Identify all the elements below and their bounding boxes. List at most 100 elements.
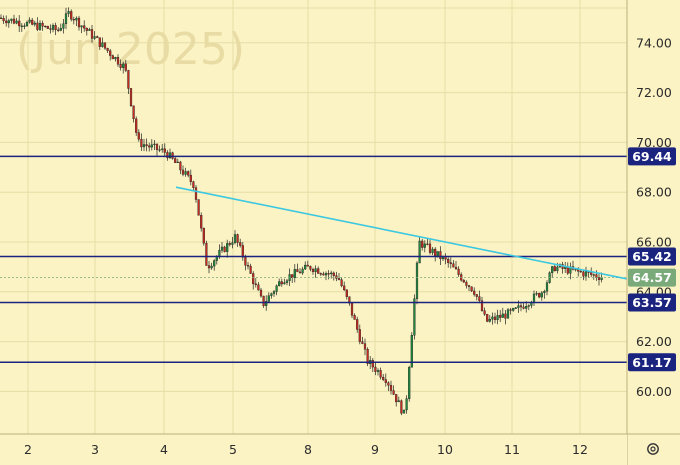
candle-body xyxy=(140,138,143,148)
candle-body xyxy=(475,294,478,297)
candle-body xyxy=(15,20,18,24)
current-price-label: 64.57 xyxy=(632,270,672,285)
candle-body xyxy=(410,334,413,368)
candle-body xyxy=(10,18,13,21)
candle-body xyxy=(75,17,78,21)
candle-body xyxy=(506,309,510,319)
time-axis[interactable] xyxy=(0,433,680,465)
candle-body xyxy=(163,148,166,153)
candlestick-series xyxy=(0,7,603,416)
gear-icon[interactable] xyxy=(647,443,659,455)
candle-body xyxy=(202,227,205,244)
candle-body xyxy=(350,303,354,316)
candle-body xyxy=(553,266,556,272)
level-label: 65.42 xyxy=(632,249,672,264)
price-tick-label: 62.00 xyxy=(636,334,672,349)
candle-body xyxy=(96,36,99,38)
candle-body xyxy=(358,329,361,342)
candle-body xyxy=(41,22,44,27)
price-tick-label: 66.00 xyxy=(636,235,672,250)
candle-body xyxy=(77,17,81,28)
candle-body xyxy=(158,149,161,151)
candle-body xyxy=(519,305,523,308)
candle-body xyxy=(322,273,325,276)
candle-body xyxy=(462,279,465,283)
candle-body xyxy=(514,307,517,309)
candle-body xyxy=(527,305,530,307)
candle-body xyxy=(301,268,304,274)
price-tick-label: 74.00 xyxy=(636,35,672,50)
candle-body xyxy=(415,262,419,299)
candle-body xyxy=(80,25,83,28)
candle-body xyxy=(525,306,528,309)
candle-body xyxy=(88,29,91,31)
candle-body xyxy=(480,300,484,312)
candle-body xyxy=(379,370,382,378)
candle-body xyxy=(236,234,239,243)
candle-body xyxy=(501,313,504,318)
price-tick-label: 68.00 xyxy=(636,185,672,200)
candle-body xyxy=(488,318,491,322)
candle-body xyxy=(491,316,494,320)
candle-body xyxy=(62,23,65,29)
candle-body xyxy=(436,251,439,256)
candle-body xyxy=(324,273,328,276)
candle-body xyxy=(538,293,541,298)
candle-body xyxy=(254,283,257,285)
candle-body xyxy=(85,27,88,31)
candle-body xyxy=(83,25,86,29)
candle-body xyxy=(413,298,416,336)
candle-body xyxy=(220,246,224,251)
candle-body xyxy=(150,144,153,148)
horizontal-levels[interactable] xyxy=(0,155,627,364)
candle-body xyxy=(231,242,234,245)
candle-body xyxy=(111,55,114,60)
candle-body xyxy=(387,382,390,386)
candle-body xyxy=(252,273,255,285)
candle-body xyxy=(327,273,330,275)
candle-body xyxy=(382,376,385,380)
candle-body xyxy=(122,63,125,68)
candle-body xyxy=(0,17,3,19)
trendline[interactable] xyxy=(175,186,628,280)
candle-body xyxy=(280,281,283,285)
time-tick-label: 3 xyxy=(91,442,99,457)
candle-body xyxy=(174,158,177,163)
candle-body xyxy=(116,57,120,65)
candle-body xyxy=(337,278,341,280)
candle-body xyxy=(304,264,307,270)
candle-body xyxy=(423,243,426,248)
candle-body xyxy=(465,281,468,286)
candle-body xyxy=(207,265,211,269)
candle-body xyxy=(439,251,442,260)
candle-body xyxy=(244,256,247,266)
candle-body xyxy=(31,19,34,25)
candle-body xyxy=(54,25,57,31)
candle-body xyxy=(109,50,112,56)
candle-body xyxy=(517,305,520,309)
candle-body xyxy=(597,277,601,280)
candle-body xyxy=(129,88,133,107)
candle-body xyxy=(434,248,437,256)
candle-body xyxy=(189,174,192,182)
candle-body xyxy=(293,269,296,278)
candle-body xyxy=(267,295,270,302)
candle-body xyxy=(166,152,169,159)
candle-body xyxy=(317,268,320,274)
candle-body xyxy=(171,152,174,159)
candle-body xyxy=(12,18,16,24)
price-axis[interactable] xyxy=(626,0,680,465)
candle-body xyxy=(119,64,122,68)
candle-body xyxy=(184,171,187,175)
time-tick-label: 5 xyxy=(229,442,237,457)
candle-body xyxy=(428,243,432,253)
candle-body xyxy=(499,315,502,318)
candle-body xyxy=(512,308,515,311)
time-tick-label: 11 xyxy=(504,442,520,457)
candle-body xyxy=(90,29,94,39)
candle-body xyxy=(371,360,374,368)
candle-body xyxy=(556,266,559,272)
candle-body xyxy=(2,17,5,22)
candle-body xyxy=(5,20,8,24)
